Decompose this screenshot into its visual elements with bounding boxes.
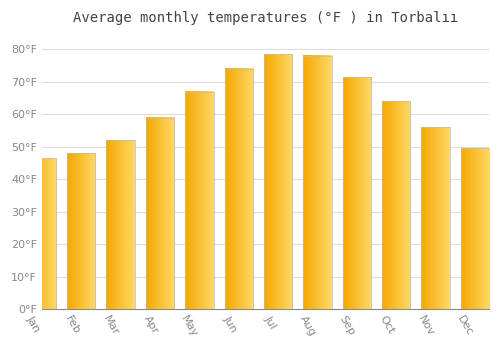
Bar bbox=[224, 69, 253, 309]
Bar bbox=[106, 140, 135, 309]
Bar bbox=[303, 56, 332, 309]
Bar bbox=[185, 92, 214, 309]
Bar bbox=[67, 153, 96, 309]
Bar bbox=[342, 77, 371, 309]
Title: Average monthly temperatures (°F ) in Torbalıı: Average monthly temperatures (°F ) in To… bbox=[73, 11, 458, 25]
Bar bbox=[460, 148, 489, 309]
Bar bbox=[28, 158, 56, 309]
Bar bbox=[146, 118, 174, 309]
Bar bbox=[264, 54, 292, 309]
Bar bbox=[421, 127, 450, 309]
Bar bbox=[382, 102, 410, 309]
